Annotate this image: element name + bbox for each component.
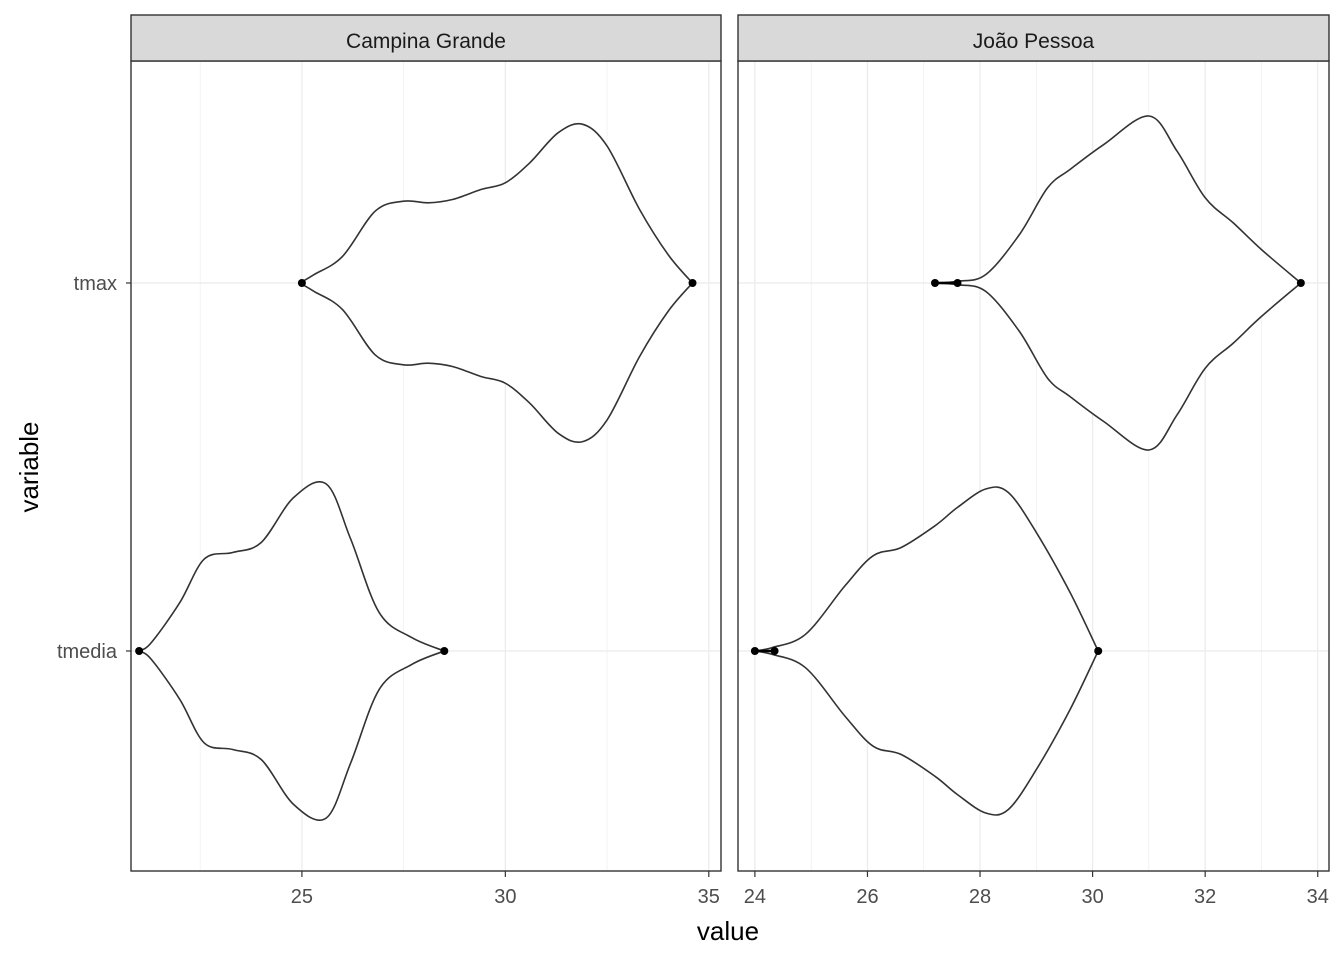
x-tick-label: 30: [1081, 886, 1103, 908]
facet-strip: [130, 14, 722, 62]
x-tick-label: 28: [969, 886, 991, 908]
outlier-point: [770, 647, 779, 655]
outlier-point: [440, 647, 449, 655]
outlier-point: [750, 647, 759, 655]
facet-strip-label: João Pessoa: [973, 30, 1095, 53]
x-axis-label: value: [697, 916, 759, 946]
x-tick-label: 34: [1307, 886, 1329, 908]
panels-layer: tmax tmedia Campina Grande 25 30 35 João Pesso…: [57, 14, 1330, 908]
x-tick-label: 35: [698, 886, 720, 908]
x-tick-label: 26: [856, 886, 878, 908]
panel-background: [131, 61, 721, 871]
outlier-point: [297, 279, 306, 287]
x-tick-label: 32: [1194, 886, 1216, 908]
outlier-point: [1296, 279, 1305, 287]
y-axis-label: variable: [14, 421, 44, 512]
outlier-point: [931, 279, 939, 287]
x-tick-label: 24: [744, 886, 766, 908]
facet-strip-label: Campina Grande: [346, 30, 506, 53]
y-tick-label: tmax: [74, 273, 117, 295]
outlier-point: [688, 279, 697, 287]
facet-strip: [737, 14, 1330, 62]
facet-panel: João Pessoa 24 26 28 30 32 34: [737, 14, 1330, 908]
x-tick-label: 30: [494, 886, 516, 908]
y-tick-label: tmedia: [57, 641, 118, 663]
outlier-point: [953, 279, 962, 287]
x-tick-label: 25: [291, 886, 313, 908]
facet-panel: Campina Grande 25 30 35: [130, 14, 722, 908]
outlier-point: [1094, 647, 1103, 655]
outlier-point: [135, 647, 144, 655]
